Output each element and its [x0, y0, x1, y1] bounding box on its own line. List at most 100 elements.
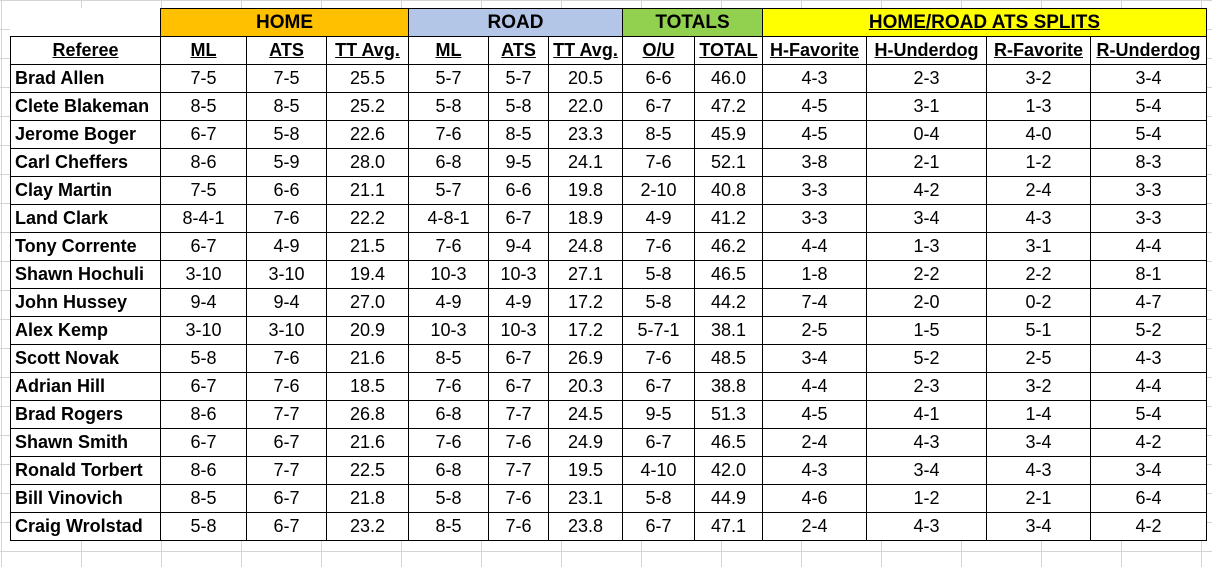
- total-cell[interactable]: 51.3: [694, 400, 763, 429]
- r-favorite-cell[interactable]: 2-4: [986, 176, 1091, 205]
- col-header-road-ml[interactable]: ML: [408, 36, 489, 65]
- home-ml-cell[interactable]: 8-6: [160, 400, 247, 429]
- referee-name-cell[interactable]: Scott Novak: [10, 344, 161, 373]
- road-tt-avg-cell[interactable]: 20.5: [548, 64, 623, 93]
- r-underdog-cell[interactable]: 3-3: [1090, 176, 1207, 205]
- ou-cell[interactable]: 6-7: [622, 512, 695, 541]
- r-favorite-cell[interactable]: 2-2: [986, 260, 1091, 289]
- referee-name-cell[interactable]: Alex Kemp: [10, 316, 161, 345]
- h-favorite-cell[interactable]: 2-4: [762, 512, 867, 541]
- r-favorite-cell[interactable]: 1-4: [986, 400, 1091, 429]
- road-tt-avg-cell[interactable]: 24.5: [548, 400, 623, 429]
- road-ml-cell[interactable]: 5-7: [408, 64, 489, 93]
- home-ats-cell[interactable]: 7-6: [246, 372, 327, 401]
- h-favorite-cell[interactable]: 1-8: [762, 260, 867, 289]
- r-underdog-cell[interactable]: 4-3: [1090, 344, 1207, 373]
- col-header-r-underdog[interactable]: R-Underdog: [1090, 36, 1207, 65]
- h-favorite-cell[interactable]: 2-5: [762, 316, 867, 345]
- road-tt-avg-cell[interactable]: 23.1: [548, 484, 623, 513]
- home-tt-avg-cell[interactable]: 23.2: [326, 512, 409, 541]
- home-ml-cell[interactable]: 8-6: [160, 148, 247, 177]
- home-ats-cell[interactable]: 8-5: [246, 92, 327, 121]
- home-ats-cell[interactable]: 4-9: [246, 232, 327, 261]
- r-favorite-cell[interactable]: 3-2: [986, 64, 1091, 93]
- total-cell[interactable]: 40.8: [694, 176, 763, 205]
- road-ats-cell[interactable]: 5-8: [488, 92, 549, 121]
- home-ats-cell[interactable]: 7-5: [246, 64, 327, 93]
- home-ml-cell[interactable]: 9-4: [160, 288, 247, 317]
- road-ats-cell[interactable]: 9-5: [488, 148, 549, 177]
- r-favorite-cell[interactable]: 2-5: [986, 344, 1091, 373]
- h-underdog-cell[interactable]: 4-1: [866, 400, 987, 429]
- ou-cell[interactable]: 4-10: [622, 456, 695, 485]
- home-tt-avg-cell[interactable]: 26.8: [326, 400, 409, 429]
- road-ml-cell[interactable]: 5-7: [408, 176, 489, 205]
- home-ml-cell[interactable]: 3-10: [160, 260, 247, 289]
- referee-name-cell[interactable]: Shawn Smith: [10, 428, 161, 457]
- road-ml-cell[interactable]: 6-8: [408, 148, 489, 177]
- road-tt-avg-cell[interactable]: 26.9: [548, 344, 623, 373]
- road-ml-cell[interactable]: 10-3: [408, 316, 489, 345]
- h-favorite-cell[interactable]: 3-3: [762, 204, 867, 233]
- h-underdog-cell[interactable]: 4-3: [866, 428, 987, 457]
- ou-cell[interactable]: 5-7-1: [622, 316, 695, 345]
- road-ats-cell[interactable]: 7-7: [488, 400, 549, 429]
- r-underdog-cell[interactable]: 4-2: [1090, 512, 1207, 541]
- group-splits-header[interactable]: HOME/ROAD ATS SPLITS: [762, 8, 1207, 37]
- home-tt-avg-cell[interactable]: 27.0: [326, 288, 409, 317]
- h-underdog-cell[interactable]: 1-5: [866, 316, 987, 345]
- road-ats-cell[interactable]: 7-6: [488, 428, 549, 457]
- col-header-h-favorite[interactable]: H-Favorite: [762, 36, 867, 65]
- home-ml-cell[interactable]: 5-8: [160, 344, 247, 373]
- r-underdog-cell[interactable]: 5-2: [1090, 316, 1207, 345]
- home-ml-cell[interactable]: 3-10: [160, 316, 247, 345]
- h-underdog-cell[interactable]: 4-3: [866, 512, 987, 541]
- referee-name-cell[interactable]: Brad Rogers: [10, 400, 161, 429]
- h-underdog-cell[interactable]: 3-1: [866, 92, 987, 121]
- ou-cell[interactable]: 5-8: [622, 288, 695, 317]
- road-ats-cell[interactable]: 7-6: [488, 484, 549, 513]
- h-favorite-cell[interactable]: 4-3: [762, 456, 867, 485]
- total-cell[interactable]: 52.1: [694, 148, 763, 177]
- h-favorite-cell[interactable]: 4-4: [762, 372, 867, 401]
- h-favorite-cell[interactable]: 7-4: [762, 288, 867, 317]
- col-header-home-tt-avg[interactable]: TT Avg.: [326, 36, 409, 65]
- road-ats-cell[interactable]: 6-7: [488, 372, 549, 401]
- home-ml-cell[interactable]: 5-8: [160, 512, 247, 541]
- r-favorite-cell[interactable]: 4-3: [986, 456, 1091, 485]
- r-underdog-cell[interactable]: 5-4: [1090, 92, 1207, 121]
- home-tt-avg-cell[interactable]: 28.0: [326, 148, 409, 177]
- road-ats-cell[interactable]: 9-4: [488, 232, 549, 261]
- road-tt-avg-cell[interactable]: 20.3: [548, 372, 623, 401]
- ou-cell[interactable]: 4-9: [622, 204, 695, 233]
- group-totals-header[interactable]: TOTALS: [622, 8, 763, 37]
- h-underdog-cell[interactable]: 2-3: [866, 372, 987, 401]
- road-ml-cell[interactable]: 4-8-1: [408, 204, 489, 233]
- home-ml-cell[interactable]: 8-5: [160, 484, 247, 513]
- home-ats-cell[interactable]: 3-10: [246, 316, 327, 345]
- road-tt-avg-cell[interactable]: 23.8: [548, 512, 623, 541]
- total-cell[interactable]: 46.5: [694, 260, 763, 289]
- road-ats-cell[interactable]: 8-5: [488, 120, 549, 149]
- ou-cell[interactable]: 6-6: [622, 64, 695, 93]
- home-tt-avg-cell[interactable]: 25.5: [326, 64, 409, 93]
- r-underdog-cell[interactable]: 5-4: [1090, 400, 1207, 429]
- home-ml-cell[interactable]: 6-7: [160, 232, 247, 261]
- road-ml-cell[interactable]: 7-6: [408, 120, 489, 149]
- col-header-total[interactable]: TOTAL: [694, 36, 763, 65]
- h-underdog-cell[interactable]: 3-4: [866, 204, 987, 233]
- home-ats-cell[interactable]: 6-6: [246, 176, 327, 205]
- r-favorite-cell[interactable]: 2-1: [986, 484, 1091, 513]
- h-favorite-cell[interactable]: 3-8: [762, 148, 867, 177]
- road-tt-avg-cell[interactable]: 17.2: [548, 316, 623, 345]
- road-tt-avg-cell[interactable]: 27.1: [548, 260, 623, 289]
- h-underdog-cell[interactable]: 0-4: [866, 120, 987, 149]
- referee-name-cell[interactable]: Shawn Hochuli: [10, 260, 161, 289]
- road-tt-avg-cell[interactable]: 19.5: [548, 456, 623, 485]
- col-header-r-favorite[interactable]: R-Favorite: [986, 36, 1091, 65]
- referee-name-cell[interactable]: Clete Blakeman: [10, 92, 161, 121]
- road-ats-cell[interactable]: 10-3: [488, 316, 549, 345]
- road-ml-cell[interactable]: 5-8: [408, 484, 489, 513]
- r-favorite-cell[interactable]: 3-1: [986, 232, 1091, 261]
- home-ml-cell[interactable]: 7-5: [160, 176, 247, 205]
